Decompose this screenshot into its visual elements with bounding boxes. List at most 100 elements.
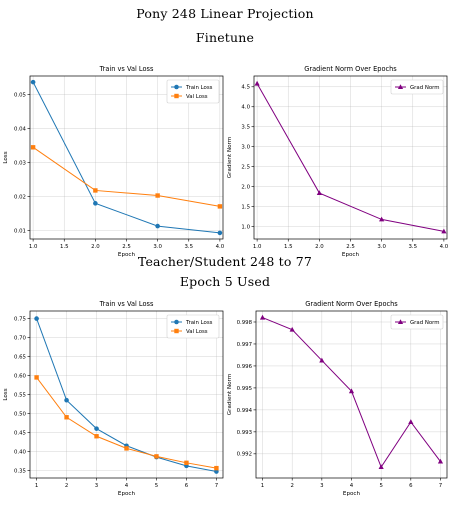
data-point <box>319 357 325 363</box>
chart-title: Train vs Val Loss <box>99 300 154 308</box>
legend-marker <box>174 93 179 99</box>
data-point <box>94 434 99 439</box>
legend-label: Train Loss <box>185 320 213 326</box>
y-tick-label: 3.5 <box>241 125 250 131</box>
legend-label: Val Loss <box>186 329 208 335</box>
y-tick-label: 0.04 <box>14 127 27 133</box>
data-point <box>217 230 223 236</box>
data-point <box>348 388 355 394</box>
y-tick-label: 4.5 <box>241 85 250 91</box>
x-axis-label: Epoch <box>343 491 361 497</box>
y-tick-label: 3.0 <box>241 145 250 151</box>
series-line <box>32 81 220 234</box>
x-tick-label: 3.5 <box>408 244 417 250</box>
data-point <box>254 80 260 86</box>
data-point <box>124 446 129 451</box>
legend-box <box>166 79 220 104</box>
series-train-loss <box>34 316 219 474</box>
y-tick-label: 0.05 <box>14 93 26 99</box>
plot-frame <box>29 75 224 240</box>
data-point <box>64 415 69 420</box>
data-point <box>379 216 385 222</box>
x-tick-label: 2.0 <box>315 244 324 250</box>
data-point <box>316 190 322 196</box>
y-tick-label: 0.996 <box>237 364 253 370</box>
x-tick-label: 2.5 <box>346 244 355 250</box>
data-point <box>93 201 98 206</box>
y-tick-label: 2.5 <box>241 165 250 171</box>
y-tick-label: 0.70 <box>14 335 27 341</box>
data-point <box>34 316 39 321</box>
chart-title: Gradient Norm Over Epochs <box>304 65 397 73</box>
legend: Grad Norm <box>390 314 444 330</box>
legend-label: Train Loss <box>185 85 213 91</box>
y-tick-label: 0.40 <box>14 449 27 455</box>
y-tick-label: 1.5 <box>241 205 250 211</box>
series-val-loss <box>30 145 223 209</box>
x-tick-label: 3.5 <box>184 244 193 250</box>
x-tick-label: 6 <box>185 483 189 489</box>
teacher-student-loss-chart: Train vs Val Loss 1 2 3 4 5 6 7 0.35 0.40 0.45 0.50… <box>3 300 224 497</box>
x-tick-label: 2.0 <box>91 244 100 250</box>
data-point <box>289 326 295 332</box>
y-tick-label: 0.45 <box>14 430 26 436</box>
y-tick-label: 0.50 <box>14 411 27 417</box>
data-point <box>155 223 160 229</box>
x-tick-label: 3.0 <box>153 244 162 250</box>
x-tick-label: 5 <box>155 483 158 489</box>
x-tick-label: 1.5 <box>284 244 293 250</box>
legend-label: Grad Norm <box>410 320 440 326</box>
legend-marker <box>397 319 404 324</box>
plot-frame <box>29 310 224 479</box>
x-tick-label: 7 <box>439 483 442 489</box>
data-point <box>93 188 98 193</box>
y-tick-label: 0.994 <box>237 408 253 414</box>
series-line <box>32 146 220 207</box>
x-tick-label: 2 <box>65 483 68 489</box>
x-tick-label: 4 <box>125 483 129 489</box>
x-tick-label: 1.5 <box>60 244 69 250</box>
finetune-grad-norm-chart: Gradient Norm Over Epochs 1.0 1.5 2.0 2.5 3.0… <box>227 65 449 258</box>
x-tick-label: 1.0 <box>253 244 262 250</box>
legend: Train Loss Val Loss <box>166 79 220 104</box>
series-grad-norm <box>254 80 447 234</box>
data-point <box>214 465 219 471</box>
x-tick-label: 2.5 <box>122 244 131 250</box>
x-axis-label: Epoch <box>342 252 360 258</box>
data-point <box>64 397 69 403</box>
data-point <box>408 419 414 424</box>
teacher-student-heading: Teacher/Student 248 to 77 <box>137 254 313 269</box>
x-axis-label: Epoch <box>118 491 136 497</box>
x-tick-label: 7 <box>215 483 218 489</box>
series-grad-norm <box>259 314 444 470</box>
y-tick-label: 0.993 <box>237 430 252 436</box>
legend-box <box>166 314 220 339</box>
y-tick-label: 0.35 <box>14 468 26 474</box>
data-point <box>94 426 99 431</box>
x-tick-label: 4.0 <box>440 244 449 250</box>
data-point <box>217 204 223 209</box>
y-tick-label: 0.60 <box>14 373 27 379</box>
y-tick-label: 0.995 <box>237 386 252 392</box>
chart-title: Train vs Val Loss <box>99 65 154 73</box>
x-tick-label: 6 <box>409 483 413 489</box>
model-heading: Pony 248 Linear Projection <box>136 6 314 21</box>
y-axis-label: Loss <box>3 151 9 163</box>
data-point <box>214 469 219 474</box>
y-axis-label: Gradient Norm <box>227 374 233 415</box>
series-val-loss <box>34 375 219 471</box>
y-tick-label: 0.03 <box>14 160 26 166</box>
x-tick-label: 1 <box>35 483 38 489</box>
x-tick-label: 4 <box>350 483 354 489</box>
legend: Train Loss Val Loss <box>166 314 220 339</box>
legend-marker <box>174 84 179 90</box>
legend-box <box>390 79 444 95</box>
y-tick-label: 0.998 <box>237 320 253 326</box>
legend-marker <box>397 84 404 89</box>
y-tick-label: 0.75 <box>14 316 26 322</box>
y-axis-label: Loss <box>3 388 9 400</box>
legend-label: Val Loss <box>186 94 208 100</box>
x-tick-label: 5 <box>379 483 382 489</box>
x-tick-label: 3.0 <box>377 244 386 250</box>
plot-frame <box>255 310 448 479</box>
